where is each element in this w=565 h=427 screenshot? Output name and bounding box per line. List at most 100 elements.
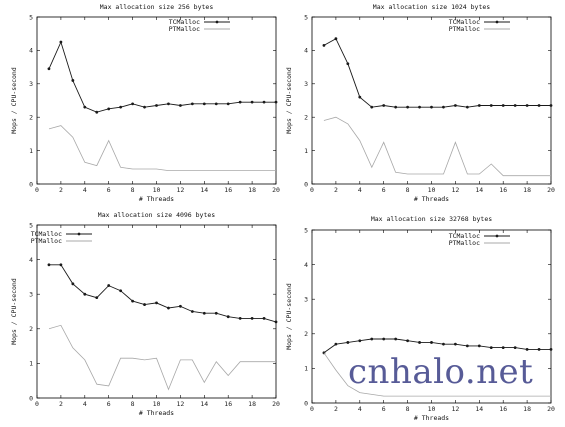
data-point-tcmalloc	[394, 337, 398, 341]
x-tick-label: 2	[59, 400, 63, 408]
data-point-tcmalloc	[190, 102, 194, 106]
data-point-tcmalloc	[214, 311, 218, 315]
x-tick-label: 14	[475, 186, 483, 194]
y-tick-label: 2	[304, 114, 308, 122]
data-point-tcmalloc	[454, 342, 457, 346]
y-tick-label: 1	[29, 360, 33, 368]
x-tick-label: 6	[382, 405, 386, 413]
legend-marker-tcmalloc	[77, 232, 81, 236]
series-line-tcmalloc	[49, 264, 277, 323]
data-point-tcmalloc	[107, 107, 111, 111]
data-point-tcmalloc	[107, 284, 111, 287]
data-point-tcmalloc	[382, 104, 386, 107]
data-point-tcmalloc	[83, 105, 87, 109]
y-tick-label: 2	[29, 325, 33, 333]
x-tick-label: 16	[499, 405, 507, 413]
data-point-tcmalloc	[226, 315, 230, 319]
data-point-tcmalloc	[489, 104, 493, 107]
y-tick-label: 0	[29, 180, 33, 188]
plot-frame	[36, 224, 277, 399]
x-tick-label: 8	[406, 405, 410, 413]
x-tick-label: 10	[153, 186, 161, 194]
x-tick-label: 18	[523, 405, 531, 413]
series-line-ptmalloc	[323, 352, 551, 397]
y-tick-label: 3	[304, 296, 308, 304]
data-point-tcmalloc	[418, 105, 421, 109]
series-line-ptmalloc	[48, 324, 276, 391]
data-point-tcmalloc	[334, 37, 338, 41]
y-tick-label: 4	[304, 47, 308, 55]
data-point-tcmalloc	[71, 79, 75, 82]
y-tick-label: 1	[304, 147, 308, 155]
y-tick-label: 3	[29, 80, 33, 88]
legend-label-ptmalloc: PTMalloc	[31, 237, 62, 245]
data-point-tcmalloc	[59, 263, 63, 267]
legend-label-ptmalloc: PTMalloc	[449, 25, 480, 33]
data-point-tcmalloc	[83, 292, 87, 296]
data-point-tcmalloc	[262, 317, 266, 320]
data-point-tcmalloc	[406, 105, 409, 109]
y-tick-label: 3	[29, 291, 33, 299]
x-tick-label: 0	[35, 186, 39, 194]
data-point-tcmalloc	[513, 346, 517, 350]
data-point-tcmalloc	[537, 104, 541, 107]
data-point-tcmalloc	[155, 104, 158, 107]
y-tick-label: 5	[304, 13, 308, 21]
x-tick-label: 4	[358, 186, 362, 194]
y-axis-label: Mops / CPU-second	[285, 283, 293, 350]
y-tick-label: 5	[29, 13, 33, 21]
series-line-tcmalloc	[323, 338, 551, 354]
y-tick-label: 0	[304, 180, 308, 188]
data-point-tcmalloc	[430, 105, 433, 109]
y-tick-label: 3	[304, 80, 308, 88]
y-tick-label: 4	[304, 261, 308, 269]
x-tick-label: 16	[224, 400, 232, 408]
x-tick-label: 8	[131, 400, 135, 408]
y-axis-label: Mops / CPU-second	[285, 67, 293, 134]
data-point-tcmalloc	[465, 105, 469, 109]
x-tick-label: 2	[334, 186, 338, 194]
y-tick-label: 5	[29, 221, 33, 229]
x-tick-label: 18	[248, 186, 256, 194]
data-point-tcmalloc	[202, 102, 206, 106]
data-point-tcmalloc	[406, 339, 409, 343]
y-tick-label: 1	[304, 365, 308, 373]
data-point-tcmalloc	[501, 104, 505, 107]
data-point-tcmalloc	[477, 104, 481, 107]
data-point-tcmalloc	[47, 263, 51, 267]
data-point-tcmalloc	[430, 341, 433, 344]
x-tick-label: 10	[428, 405, 436, 413]
data-point-tcmalloc	[131, 299, 135, 303]
data-point-tcmalloc	[262, 100, 266, 104]
data-point-tcmalloc	[465, 344, 469, 348]
data-point-tcmalloc	[442, 342, 445, 346]
chart-title: Max allocation size 4096 bytes	[98, 211, 215, 219]
chart-title: Max allocation size 32768 bytes	[371, 215, 492, 223]
data-point-tcmalloc	[167, 306, 170, 310]
data-point-tcmalloc	[525, 347, 529, 351]
y-axis-label: Mops / CPU-second	[10, 67, 18, 134]
x-axis-label: # Threads	[414, 414, 449, 422]
series-line-ptmalloc	[48, 125, 276, 172]
data-point-tcmalloc	[274, 320, 278, 324]
x-axis-label: # Threads	[139, 409, 174, 417]
data-point-tcmalloc	[59, 40, 63, 44]
x-tick-label: 8	[131, 186, 135, 194]
x-tick-label: 20	[547, 186, 555, 194]
x-tick-label: 12	[176, 400, 184, 408]
y-tick-label: 4	[29, 47, 33, 55]
x-tick-label: 4	[83, 186, 87, 194]
data-point-tcmalloc	[454, 104, 457, 107]
x-tick-label: 14	[200, 400, 208, 408]
x-tick-label: 10	[428, 186, 436, 194]
x-tick-label: 6	[107, 400, 111, 408]
x-tick-label: 16	[224, 186, 232, 194]
x-tick-label: 12	[451, 186, 459, 194]
y-tick-label: 1	[29, 147, 33, 155]
x-tick-label: 2	[334, 405, 338, 413]
watermark-text: cnhalo.net	[348, 352, 534, 392]
legend-label-ptmalloc: PTMalloc	[449, 239, 480, 247]
x-tick-label: 18	[248, 400, 256, 408]
